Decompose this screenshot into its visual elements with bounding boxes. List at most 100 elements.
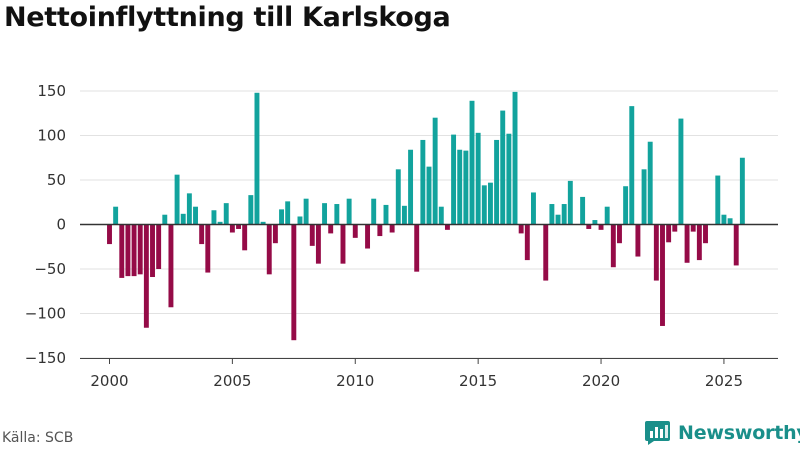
bar: [531, 192, 536, 225]
y-axis-ticks: 150 100 50 0 −50 −100 −150: [25, 82, 66, 367]
y-tick-label: 100: [37, 127, 66, 145]
bar: [555, 214, 561, 225]
bar: [696, 224, 702, 261]
y-tick-label: 150: [37, 82, 66, 100]
bar: [420, 139, 426, 225]
bar: [291, 224, 297, 341]
bar: [438, 206, 444, 225]
bar: [205, 224, 211, 273]
bar: [444, 224, 450, 230]
bar: [334, 204, 340, 225]
chart-title: Nettoinflyttning till Karlskoga: [4, 2, 451, 33]
bar: [549, 204, 555, 225]
bar: [248, 195, 254, 225]
x-tick-label: 2015: [459, 372, 497, 390]
x-tick-label: 2005: [213, 372, 251, 390]
bar: [518, 224, 524, 234]
bar: [543, 224, 549, 281]
bar: [107, 224, 112, 245]
bar: [512, 91, 518, 225]
bar: [113, 206, 119, 225]
bar: [254, 92, 260, 225]
bar: [432, 117, 438, 225]
bar: [623, 186, 629, 225]
x-tick-label: 2000: [90, 372, 128, 390]
bar: [143, 224, 149, 328]
bar: [604, 206, 610, 225]
bar: [217, 221, 223, 225]
x-tick-label: 2020: [582, 372, 620, 390]
bar: [162, 214, 168, 225]
bar: [365, 224, 371, 249]
bar: [328, 224, 334, 234]
bar: [303, 198, 309, 225]
bar: [617, 224, 622, 244]
source-note: Källa: SCB: [2, 430, 74, 446]
bar: [684, 224, 690, 263]
bar: [703, 224, 708, 244]
bar: [481, 185, 487, 225]
bar: [236, 224, 241, 229]
bar: [315, 224, 321, 264]
brand-logo: Newsworthy: [644, 419, 800, 446]
y-tick-label: −100: [25, 305, 66, 323]
x-tick-label: 2025: [705, 372, 743, 390]
bar: [346, 198, 352, 225]
bar: [137, 224, 143, 275]
bar: [524, 224, 530, 261]
bar: [610, 224, 616, 268]
bar: [598, 224, 604, 230]
bar: [119, 224, 125, 278]
bar: [586, 224, 592, 229]
bar: [211, 210, 217, 225]
bar: [242, 224, 248, 251]
bar: [125, 224, 131, 277]
bar: [174, 174, 180, 225]
bar: [500, 110, 506, 225]
bar: [322, 203, 328, 225]
bar: [193, 206, 198, 225]
bar: [383, 204, 389, 225]
bar: [260, 221, 266, 225]
bar: [733, 224, 739, 266]
bar: [180, 213, 186, 225]
bar: [721, 214, 727, 225]
bar: [389, 224, 395, 233]
bar: [340, 224, 346, 264]
bar: [451, 134, 457, 225]
bar: [653, 224, 659, 281]
bar: [186, 193, 192, 225]
brand-name: Newsworthy: [678, 421, 800, 444]
bar: [156, 224, 162, 269]
bar: [229, 224, 235, 233]
bar: [352, 224, 358, 238]
bar: [715, 175, 721, 225]
y-tick-label: 50: [47, 171, 66, 189]
y-tick-label: −50: [34, 260, 66, 278]
bar: [678, 118, 684, 225]
bar: [463, 150, 469, 225]
bar: [635, 224, 641, 257]
bar: [592, 220, 598, 225]
bar: [494, 139, 500, 225]
bar: [377, 224, 383, 237]
bar: [297, 216, 303, 225]
bar: [401, 205, 407, 225]
bars: [107, 91, 745, 341]
bar: [408, 149, 414, 225]
bar: [475, 132, 481, 225]
bar: [457, 149, 463, 225]
bar: [561, 204, 567, 225]
y-tick-label: −150: [25, 349, 66, 367]
bar: [567, 180, 573, 225]
bar: [469, 100, 475, 225]
bar: [666, 224, 672, 243]
bar: [266, 224, 272, 275]
newsworthy-logo-icon: [645, 421, 670, 445]
bar: [285, 201, 291, 225]
bar: [647, 141, 653, 225]
bar: [272, 224, 278, 244]
bar: [279, 209, 284, 225]
bar: [487, 182, 493, 225]
